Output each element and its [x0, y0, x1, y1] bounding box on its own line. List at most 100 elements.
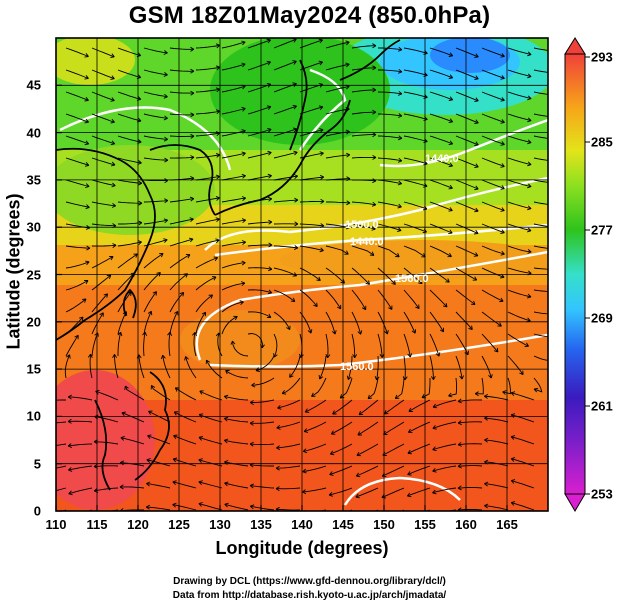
y-tick-label: 35	[26, 172, 41, 188]
wind-arrowhead	[85, 204, 90, 210]
streamline	[273, 245, 298, 249]
wind-arrowhead	[192, 332, 197, 337]
colorbar-bar	[564, 53, 586, 495]
streamline	[507, 355, 524, 375]
wind-arrowhead	[500, 207, 505, 212]
streamline	[533, 267, 548, 270]
streamline	[403, 179, 428, 187]
wind-arrowhead	[85, 260, 90, 266]
streamline	[382, 443, 405, 456]
wind-arrowhead	[241, 173, 246, 179]
wind-arrowhead	[163, 136, 168, 142]
wind-arrowhead	[303, 428, 309, 433]
wind-arrowhead	[325, 353, 331, 359]
streamline	[143, 47, 168, 54]
wind-arrowhead	[160, 354, 166, 360]
streamline	[65, 280, 89, 291]
streamline	[455, 245, 479, 257]
wind-arrowhead	[329, 450, 335, 456]
wind-arrowhead	[111, 182, 116, 188]
streamline	[124, 385, 145, 401]
wind-arrowhead	[137, 240, 142, 246]
wind-arrowhead	[554, 203, 558, 207]
wind-arrowhead	[163, 93, 168, 99]
streamline	[408, 399, 431, 412]
streamline	[326, 201, 351, 204]
streamline	[65, 245, 90, 249]
streamline	[484, 395, 509, 401]
wind-arrowhead	[302, 468, 307, 474]
wind-arrowhead	[398, 90, 403, 96]
wind-arrowhead	[190, 133, 195, 139]
streamline	[282, 377, 301, 394]
streamline	[91, 332, 99, 357]
streamline	[250, 505, 275, 511]
wind-arrowhead	[340, 279, 345, 284]
streamline	[507, 47, 532, 56]
streamline	[481, 69, 505, 79]
wind-arrowhead	[205, 359, 211, 365]
streamline	[273, 199, 298, 203]
wind-arrowhead	[112, 243, 117, 248]
streamline	[68, 396, 93, 401]
streamline	[247, 267, 272, 270]
wind-arrowhead	[395, 252, 400, 258]
wind-arrowhead	[267, 173, 272, 179]
streamline	[224, 417, 249, 423]
wind-arrowhead	[365, 280, 370, 285]
wind-arrowhead	[320, 174, 325, 180]
streamline	[117, 113, 142, 122]
wind-arrowhead	[233, 315, 238, 321]
wind-arrowhead	[448, 207, 453, 212]
streamline	[510, 436, 535, 445]
wind-arrowhead	[142, 331, 148, 336]
wind-arrowhead	[442, 302, 448, 308]
streamline	[169, 47, 194, 50]
wind-arrowhead	[554, 289, 558, 293]
wind-arrowhead	[185, 254, 191, 259]
streamline	[325, 108, 350, 115]
streamline	[120, 437, 145, 445]
wind-arrowhead	[213, 256, 218, 262]
wind-arrowhead	[448, 52, 454, 57]
streamline	[302, 487, 327, 493]
streamline	[507, 91, 532, 100]
wind-arrowhead	[66, 354, 71, 359]
y-tick-label: 25	[26, 267, 41, 282]
wind-arrowhead	[184, 356, 189, 361]
streamline	[224, 461, 249, 467]
streamline	[117, 332, 122, 356]
streamline	[432, 443, 457, 451]
streamline	[143, 135, 168, 140]
wind-arrowhead	[198, 480, 203, 486]
wind-arrowhead	[459, 375, 465, 380]
wind-arrowhead	[473, 252, 479, 257]
y-tick-label: 40	[26, 125, 41, 141]
wind-arrowhead	[172, 502, 177, 508]
wind-arrowhead	[352, 354, 358, 359]
streamline	[458, 421, 483, 424]
streamline	[533, 355, 548, 361]
streamline	[533, 135, 548, 139]
wind-arrowhead	[241, 240, 246, 245]
wind-arrowhead	[355, 472, 361, 478]
streamline	[143, 113, 168, 119]
wind-arrowhead	[346, 200, 351, 206]
streamline	[195, 110, 220, 115]
wind-arrowhead	[344, 250, 349, 255]
wind-arrowhead	[215, 174, 220, 180]
wind-arrowhead	[249, 420, 254, 426]
streamline	[65, 135, 89, 145]
streamline	[507, 135, 532, 144]
wind-arrowhead	[394, 394, 400, 400]
height-contours	[59, 68, 548, 506]
streamline	[224, 482, 249, 489]
wind-arrowhead	[484, 481, 489, 487]
streamline	[117, 311, 127, 335]
streamline	[351, 333, 356, 358]
wind-arrowhead	[68, 490, 73, 496]
streamline	[65, 91, 89, 101]
wind-arrowhead	[500, 141, 505, 146]
wind-arrowhead	[407, 515, 411, 519]
streamline	[251, 377, 275, 386]
